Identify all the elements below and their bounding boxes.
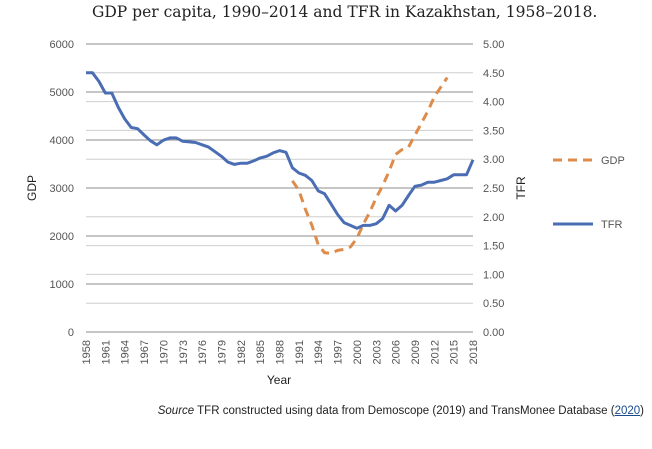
x-axis-ticks: 1958 1961 1964 1967 1970 1973 1976 1979 1982 1985… [81, 340, 480, 364]
x-tick-label: 2000 [352, 340, 364, 364]
y2-tick-label: 3.00 [483, 154, 504, 166]
x-tick-label: 1961 [100, 340, 112, 364]
y2-tick-label: 1.00 [483, 269, 504, 281]
x-tick-label: 1958 [81, 340, 93, 364]
right-axis-ticks: 0.00 0.50 1.00 1.50 2.00 2.50 3.00 3.50 4.00 4.50… [483, 39, 504, 339]
x-tick-label: 1979 [216, 340, 228, 364]
source-label: Source [157, 405, 195, 417]
source-close: ) [640, 405, 644, 417]
series-line-gdp [291, 76, 449, 255]
x-tick-label: 1973 [178, 340, 190, 364]
x-tick-label: 2003 [371, 340, 383, 364]
series-lines [86, 71, 475, 255]
y2-tick-label: 2.00 [483, 212, 504, 224]
y2-tick-label: 4.50 [483, 68, 504, 80]
x-tick-label: 2006 [391, 340, 403, 364]
x-tick-label: 1982 [236, 340, 248, 364]
y2-axis-title: TFR [514, 176, 528, 200]
chart-title: GDP per capita, 1990–2014 and TFR in Kaz… [92, 3, 598, 21]
legend: GDP TFR [553, 155, 625, 231]
y-tick-label: 1000 [50, 279, 74, 291]
left-axis-ticks: 0 1000 2000 3000 4000 5000 6000 [50, 39, 74, 339]
x-tick-label: 1994 [313, 340, 325, 364]
y2-tick-label: 0.00 [483, 327, 504, 339]
x-tick-label: 1988 [275, 340, 287, 364]
y-axis-title: GDP [25, 175, 39, 201]
source-text: TFR constructed using data from Demoscop… [194, 405, 615, 417]
y-tick-label: 5000 [50, 87, 74, 99]
y-tick-label: 4000 [50, 135, 74, 147]
source-link[interactable]: 2020 [614, 405, 641, 417]
x-tick-label: 2012 [429, 340, 441, 364]
x-tick-label: 1991 [294, 340, 306, 364]
source-note: Source TFR constructed using data from D… [158, 405, 644, 417]
y2-tick-label: 5.00 [483, 39, 504, 51]
legend-label-gdp: GDP [601, 155, 625, 167]
x-tick-label: 1985 [255, 340, 267, 364]
y2-tick-label: 1.50 [483, 241, 504, 253]
y-tick-label: 0 [68, 327, 74, 339]
y2-tick-label: 0.50 [483, 298, 504, 310]
y-tick-label: 2000 [50, 231, 74, 243]
x-axis-title: Year [267, 373, 291, 387]
x-tick-label: 2009 [410, 340, 422, 364]
x-tick-label: 1997 [333, 340, 345, 364]
x-tick-label: 1976 [197, 340, 209, 364]
y2-tick-label: 4.00 [483, 97, 504, 109]
legend-label-tfr: TFR [601, 219, 622, 231]
x-tick-label: 1964 [120, 340, 132, 364]
x-tick-label: 2018 [468, 340, 480, 364]
y2-tick-label: 2.50 [483, 183, 504, 195]
x-tick-label: 2015 [449, 340, 461, 364]
y2-tick-label: 3.50 [483, 125, 504, 137]
y-tick-label: 3000 [50, 183, 74, 195]
y-tick-label: 6000 [50, 39, 74, 51]
x-tick-label: 1970 [158, 340, 170, 364]
series-line-tfr [86, 71, 475, 230]
gridlines [86, 43, 473, 333]
x-tick-label: 1967 [139, 340, 151, 364]
